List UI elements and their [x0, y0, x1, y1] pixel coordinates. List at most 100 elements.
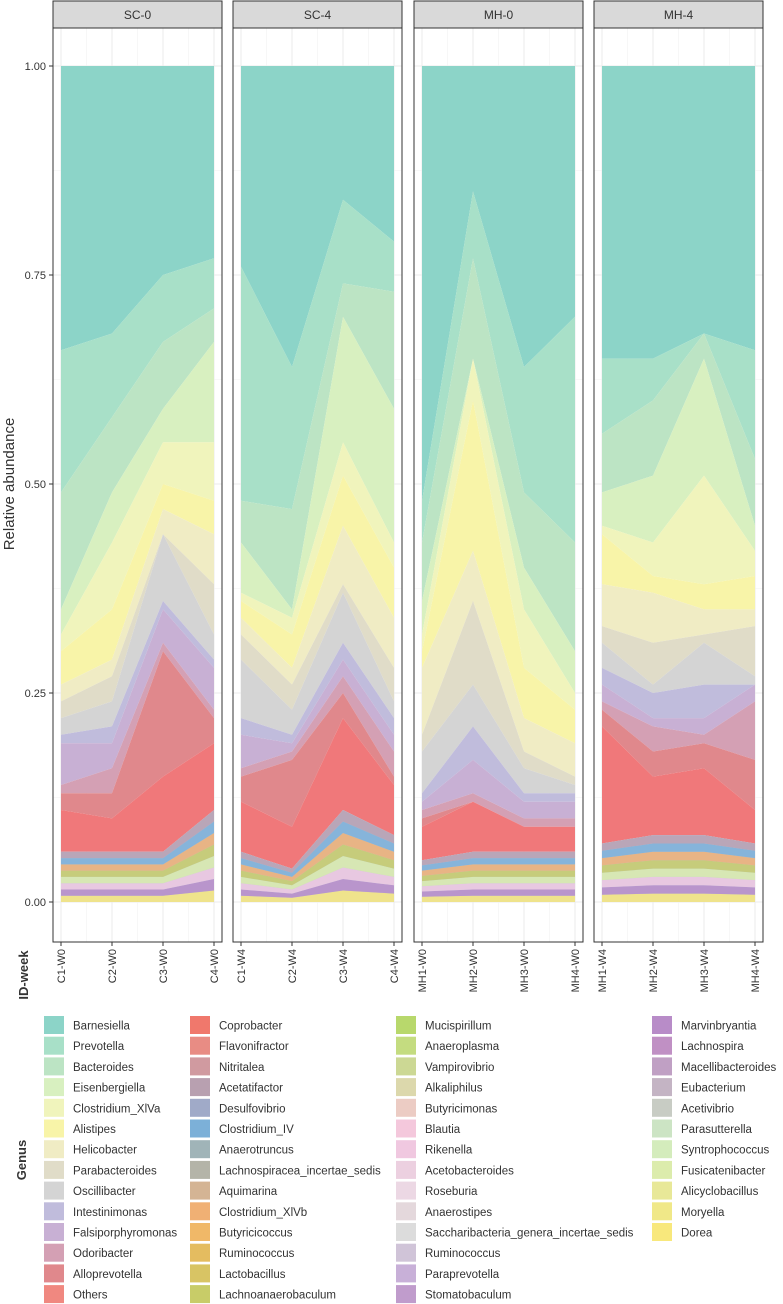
- x-tick-label: MH1-W0: [417, 949, 429, 992]
- x-tick-label: MH3-W0: [519, 949, 531, 992]
- legend-swatch: [652, 1119, 672, 1138]
- legend-label: Barnesiella: [73, 1021, 130, 1033]
- area-layer-eisenbergiella: [61, 341, 214, 635]
- legend-swatch: [190, 1140, 210, 1159]
- legend-swatch: [190, 1098, 210, 1117]
- legend-label: Alloprevotella: [73, 1269, 143, 1281]
- facet-strip-label: MH-4: [664, 8, 694, 22]
- legend-label: Helicobacter: [73, 1145, 137, 1157]
- facet-strip-label: MH-0: [484, 8, 514, 22]
- legend-swatch: [44, 1119, 64, 1138]
- x-tick-label: MH4-W4: [750, 949, 762, 992]
- legend-swatch: [44, 1057, 64, 1076]
- legend-swatch: [44, 1160, 64, 1179]
- legend-swatch: [396, 1140, 416, 1159]
- facet-panel: MH-0 MH1-W0 MH2-W0 MH3-W0 MH4-W0: [413, 0, 584, 992]
- area-layer-others: [422, 801, 575, 861]
- legend-swatch: [396, 1243, 416, 1262]
- legend-label: Marvinbryantia: [681, 1021, 757, 1033]
- y-tick-label: 1.00: [25, 61, 46, 73]
- legend-label: Butyricicoccus: [219, 1228, 293, 1240]
- legend-label: Stomatobaculum: [425, 1290, 511, 1302]
- legend-swatch: [190, 1202, 210, 1221]
- area-layer-oscillibacter: [602, 642, 755, 693]
- legend-item: Acetatifactor: [190, 1078, 283, 1097]
- area-layer-clostridium-xlva: [422, 358, 575, 710]
- legend-item: Saccharibacteria_genera_incertae_sedis: [396, 1223, 634, 1241]
- x-tick-label: MH2-W0: [468, 949, 480, 992]
- legend-item: Lactobacillus: [190, 1264, 286, 1283]
- minor-genus-band: [422, 870, 575, 882]
- x-tick-label: C4-W0: [209, 949, 221, 983]
- area-layer-helicobacter: [602, 584, 755, 643]
- legend-item: Ruminococcus: [190, 1243, 295, 1262]
- legend-label: Moryella: [681, 1207, 725, 1219]
- area-layer-others: [602, 726, 755, 844]
- minor-genus-band: [61, 844, 214, 877]
- legend-swatch: [190, 1119, 210, 1138]
- area-layer-parabacteroides: [241, 584, 394, 710]
- y-tick-label: 0.75: [25, 270, 46, 282]
- minor-genus-band: [602, 860, 755, 873]
- legend-label: Alistipes: [73, 1124, 116, 1136]
- legend-label: Ruminococcus: [219, 1248, 295, 1260]
- legend-item: Syntrophococcus: [652, 1140, 769, 1159]
- panel-border: [593, 27, 764, 943]
- minor-genus-band: [602, 843, 755, 859]
- legend-item: Anaerostipes: [396, 1202, 492, 1221]
- minor-genus-band: [602, 876, 755, 888]
- area-layer-bacteroides: [61, 308, 214, 610]
- area-layer-oscillibacter: [61, 534, 214, 735]
- minor-genus-band: [241, 833, 394, 882]
- legend-swatch: [190, 1243, 210, 1262]
- legend-swatch: [190, 1057, 210, 1076]
- area-layer-helicobacter: [422, 550, 575, 777]
- legend-item: Clostridium_XlVa: [44, 1098, 161, 1117]
- legend-swatch: [396, 1036, 416, 1055]
- legend-item: Alistipes: [44, 1119, 116, 1138]
- area-layer-parabacteroides: [61, 534, 214, 719]
- y-tick-label: 0.25: [25, 688, 46, 700]
- area-layer-others: [61, 743, 214, 852]
- minor-genus-band: [422, 883, 575, 892]
- facet-strip: [593, 0, 764, 29]
- legend-item: Acetobacteroides: [396, 1160, 514, 1179]
- minor-genus-band: [241, 856, 394, 890]
- area-layer-prevotella: [422, 191, 575, 543]
- legend-swatch: [652, 1160, 672, 1179]
- area-layer-prevotella: [61, 258, 214, 493]
- legend-item: Parabacteroides: [44, 1160, 157, 1179]
- facet-strip: [232, 0, 403, 29]
- legend-item: Desulfovibrio: [190, 1098, 285, 1117]
- area-layer-eisenbergiella: [602, 358, 755, 551]
- minor-genus-band: [602, 893, 755, 902]
- legend-swatch: [190, 1181, 210, 1200]
- area-layer-barnesiella: [241, 66, 394, 367]
- minor-genus-band: [422, 858, 575, 871]
- facet-panel: SC-0 C1-W0 C2-W0 C3-W0 C4-W0: [52, 0, 223, 983]
- area-layer-bacteroides: [241, 283, 394, 610]
- legend-item: Vampirovibrio: [396, 1057, 494, 1076]
- x-tick-label: MH2-W4: [648, 949, 660, 992]
- legend-item: Blautia: [396, 1119, 461, 1138]
- area-layer-odoribacter: [241, 676, 394, 777]
- minor-genus-band: [602, 851, 755, 866]
- minor-genus-band: [602, 868, 755, 881]
- legend-swatch: [44, 1140, 64, 1159]
- legend-label: Anaeroplasma: [425, 1041, 500, 1053]
- minor-genus-band: [61, 833, 214, 871]
- legend-label: Flavonifractor: [219, 1041, 289, 1053]
- y-axis-title: Relative abundance: [1, 418, 18, 551]
- x-tick-label: C2-W0: [107, 949, 119, 983]
- legend-label: Eubacterium: [681, 1083, 746, 1095]
- legend-item: Eubacterium: [652, 1078, 746, 1097]
- minor-genus-band: [61, 867, 214, 890]
- legend-item: Falsiporphyromonas: [44, 1223, 177, 1241]
- area-layer-eisenbergiella: [422, 358, 575, 693]
- area-layer-alloprevotella: [241, 693, 394, 827]
- legend-item: Mucispirillum: [396, 1016, 491, 1034]
- panel-border: [413, 27, 584, 943]
- legend-item: Paraprevotella: [396, 1264, 500, 1283]
- facet-strip: [52, 0, 223, 29]
